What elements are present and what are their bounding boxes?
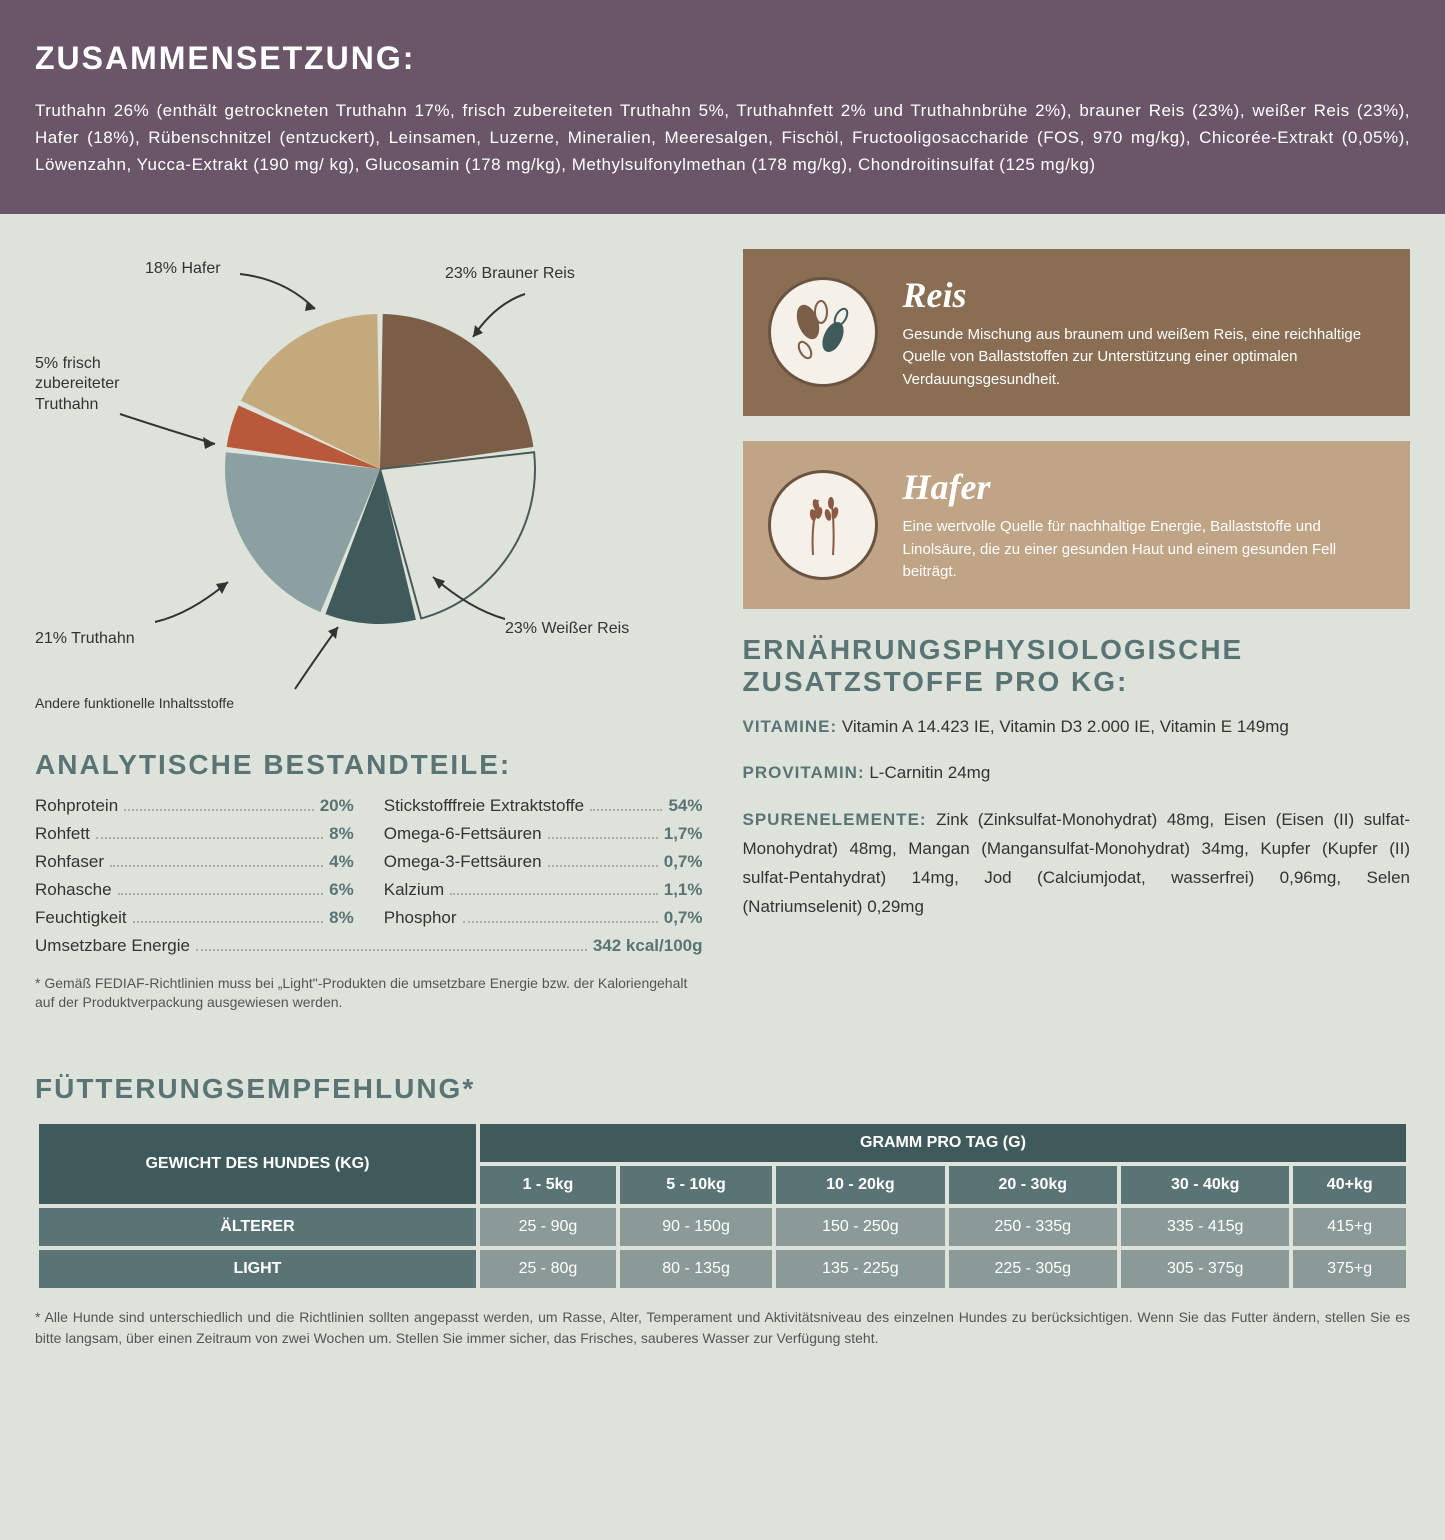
analytics-row: Rohfaser 4% [35, 852, 354, 872]
analytics-label: Kalzium [384, 880, 444, 900]
feeding-cell: 25 - 90g [480, 1208, 616, 1246]
feeding-cell: 150 - 250g [776, 1208, 944, 1246]
analytics-value: 1,1% [664, 880, 703, 900]
feeding-cell: 305 - 375g [1121, 1250, 1289, 1288]
pie-label: 23% Brauner Reis [445, 264, 575, 285]
analytics-value: 0,7% [664, 908, 703, 928]
arrow-icon [115, 409, 225, 459]
feeding-cell: 90 - 150g [620, 1208, 772, 1246]
feeding-table: GEWICHT DES HUNDES (KG)GRAMM PRO TAG (G)… [35, 1120, 1410, 1292]
feeding-cell: 415+g [1293, 1208, 1406, 1246]
provitamin-text: L-Carnitin 24mg [865, 763, 991, 782]
card-reis-body: Gesunde Mischung aus braunem und weißem … [903, 324, 1386, 392]
analytics-row: Rohasche 6% [35, 880, 354, 900]
analytics-row: Phosphor 0,7% [384, 908, 703, 928]
feeding-cell: 375+g [1293, 1250, 1406, 1288]
analytics-row: Omega-3-Fettsäuren 0,7% [384, 852, 703, 872]
feeding-cell: 80 - 135g [620, 1250, 772, 1288]
analytics-row: Rohprotein 20% [35, 796, 354, 816]
analytics-value: 342 kcal/100g [593, 936, 703, 956]
arrow-icon [290, 619, 350, 694]
composition-title: ZUSAMMENSETZUNG: [35, 40, 1410, 77]
feeding-disclaimer: * Alle Hunde sind unterschiedlich und di… [35, 1307, 1410, 1349]
arrow-icon [150, 574, 240, 629]
analytics-label: Stickstofffreie Extraktstoffe [384, 796, 584, 816]
analytics-label: Omega-3-Fettsäuren [384, 852, 542, 872]
info-card-hafer: Hafer Eine wertvolle Quelle für nachhalt… [743, 441, 1411, 609]
pie-label: Andere funktionelle Inhaltsstoffe [35, 694, 234, 712]
composition-body: Truthahn 26% (enthält getrockneten Truth… [35, 97, 1410, 179]
analytics-value: 4% [329, 852, 354, 872]
analytics-value: 8% [329, 824, 354, 844]
info-card-reis: Reis Gesunde Mischung aus braunem und we… [743, 249, 1411, 417]
pie-label: 23% Weißer Reis [505, 619, 629, 640]
feeding-weight-header: 20 - 30kg [949, 1166, 1117, 1204]
feeding-weight-header: 1 - 5kg [480, 1166, 616, 1204]
analytics-value: 8% [329, 908, 354, 928]
arrow-icon [465, 289, 535, 349]
pie-label: 5% frischzubereiteterTruthahn [35, 354, 120, 416]
pie-label: 18% Hafer [145, 259, 221, 280]
feeding-col1-header: GEWICHT DES HUNDES (KG) [39, 1124, 476, 1204]
arrow-icon [425, 569, 515, 629]
feeding-cell: 250 - 335g [949, 1208, 1117, 1246]
spuren-label: SPURENELEMENTE: [743, 810, 927, 829]
analytics-row: Kalzium 1,1% [384, 880, 703, 900]
composition-header: ZUSAMMENSETZUNG: Truthahn 26% (enthält g… [0, 0, 1445, 214]
feeding-row-label: LIGHT [39, 1250, 476, 1288]
oat-icon [768, 470, 878, 580]
nutrition-block: VITAMINE: Vitamin A 14.423 IE, Vitamin D… [743, 713, 1411, 922]
feeding-cell: 25 - 80g [480, 1250, 616, 1288]
rice-icon [768, 277, 878, 387]
analytics-label: Umsetzbare Energie [35, 936, 190, 956]
vitamine-label: VITAMINE: [743, 717, 838, 736]
analytics-label: Rohfett [35, 824, 90, 844]
analytics-label: Rohprotein [35, 796, 118, 816]
analytics-label: Rohasche [35, 880, 112, 900]
pie-chart-container: 23% Brauner Reis 23% Weißer Reis Andere fu… [35, 249, 703, 729]
analytics-row: Omega-6-Fettsäuren 1,7% [384, 824, 703, 844]
feeding-cell: 225 - 305g [949, 1250, 1117, 1288]
feeding-title: FÜTTERUNGSEMPFEHLUNG* [35, 1073, 1410, 1105]
feeding-weight-header: 5 - 10kg [620, 1166, 772, 1204]
nutrition-title: ERNÄHRUNGSPHYSIOLOGISCHE ZUSATZSTOFFE PR… [743, 634, 1411, 698]
feeding-cell: 335 - 415g [1121, 1208, 1289, 1246]
analytics-title: ANALYTISCHE BESTANDTEILE: [35, 749, 703, 781]
card-reis-title: Reis [903, 274, 1386, 316]
feeding-cell: 135 - 225g [776, 1250, 944, 1288]
analytics-row: Feuchtigkeit 8% [35, 908, 354, 928]
analytics-value: 6% [329, 880, 354, 900]
analytics-label: Feuchtigkeit [35, 908, 127, 928]
analytics-value: 20% [320, 796, 354, 816]
analytics-grid: Rohprotein 20% Rohfett 8% Rohfaser 4% Rohasche… [35, 796, 703, 964]
analytics-value: 54% [668, 796, 702, 816]
analytics-value: 0,7% [664, 852, 703, 872]
feeding-weight-header: 10 - 20kg [776, 1166, 944, 1204]
analytics-row: Rohfett 8% [35, 824, 354, 844]
analytics-footnote: * Gemäß FEDIAF-Richtlinien muss bei „Lig… [35, 974, 703, 1013]
feeding-col2-header: GRAMM PRO TAG (G) [480, 1124, 1406, 1162]
analytics-label: Rohfaser [35, 852, 104, 872]
analytics-label: Omega-6-Fettsäuren [384, 824, 542, 844]
card-hafer-title: Hafer [903, 466, 1386, 508]
pie-label: 21% Truthahn [35, 629, 135, 650]
vitamine-text: Vitamin A 14.423 IE, Vitamin D3 2.000 IE… [837, 717, 1289, 736]
analytics-value: 1,7% [664, 824, 703, 844]
feeding-weight-header: 40+kg [1293, 1166, 1406, 1204]
feeding-row-label: ÄLTERER [39, 1208, 476, 1246]
arrow-icon [235, 269, 325, 319]
provitamin-label: PROVITAMIN: [743, 763, 865, 782]
analytics-energy: Umsetzbare Energie 342 kcal/100g [35, 936, 703, 956]
analytics-row: Stickstofffreie Extraktstoffe 54% [384, 796, 703, 816]
analytics-label: Phosphor [384, 908, 457, 928]
card-hafer-body: Eine wertvolle Quelle für nachhaltige En… [903, 516, 1386, 584]
feeding-weight-header: 30 - 40kg [1121, 1166, 1289, 1204]
